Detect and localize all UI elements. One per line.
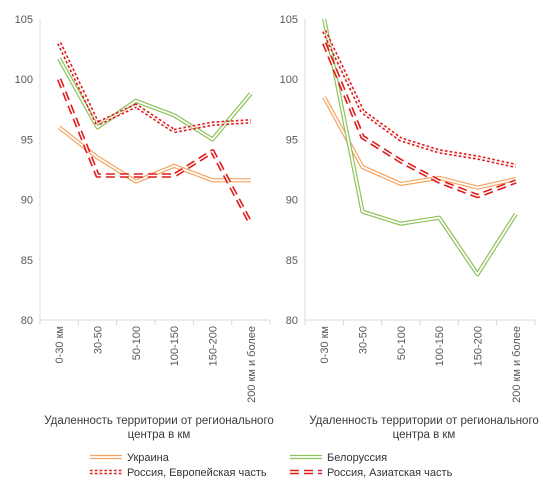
series-1 xyxy=(57,57,253,142)
legend-label: Россия, Европейская часть xyxy=(127,467,267,479)
series-0 xyxy=(322,96,517,190)
x-tick-label: 200 км и более xyxy=(511,326,523,403)
legend: Украина Белоруссия Россия, Европейская час… xyxy=(90,452,453,479)
series-1-line-core xyxy=(323,18,517,276)
x-tick-label: 0-30 км xyxy=(319,326,331,363)
series-3 xyxy=(322,42,517,199)
x-tick-label: 100-150 xyxy=(169,326,181,366)
legend-label: Украина xyxy=(127,452,170,464)
series-3-line-core xyxy=(323,42,517,197)
left-chart-panel: 80 85 90 95 100 105 0-30 км 30-50 50-100 100-150 1… xyxy=(15,14,274,441)
y-tick-label: 100 xyxy=(15,74,33,86)
y-tick-label: 95 xyxy=(21,134,33,146)
y-tick-label: 85 xyxy=(286,255,298,267)
x-tick-label: 30-50 xyxy=(93,326,105,354)
x-tick-label: 50-100 xyxy=(131,326,143,360)
y-tick-label: 105 xyxy=(280,14,298,26)
x-tick-label: 150-200 xyxy=(473,326,485,366)
x-axis-title: центра в км xyxy=(393,429,456,441)
y-tick-label: 80 xyxy=(286,315,298,327)
y-tick-label: 90 xyxy=(21,195,33,207)
series-2 xyxy=(322,30,517,169)
x-tick-label: 100-150 xyxy=(434,326,446,366)
x-axis-title: Удаленность территории от регионального xyxy=(44,415,274,427)
legend-item: Россия, Европейская часть xyxy=(90,467,267,479)
y-tick-label: 95 xyxy=(286,134,298,146)
x-tick-label: 150-200 xyxy=(208,326,220,366)
series-2 xyxy=(57,42,251,134)
legend-item: Украина xyxy=(90,452,170,464)
series-0-line-core xyxy=(323,96,516,189)
y-tick-label: 90 xyxy=(286,195,298,207)
y-tick-label: 85 xyxy=(21,255,33,267)
series-1 xyxy=(322,18,518,277)
legend-item: Россия, Азиатская часть xyxy=(290,467,453,479)
y-tick-label: 100 xyxy=(280,74,298,86)
x-tick-label: 200 км и более xyxy=(246,326,258,403)
right-chart-panel: 80 85 90 95 100 105 0-30 км 30-50 50-100 100-150 1… xyxy=(280,14,539,441)
x-axis-title: центра в км xyxy=(128,429,191,441)
legend-label: Россия, Азиатская часть xyxy=(327,467,453,479)
legend-item: Белоруссия xyxy=(290,452,387,464)
x-tick-label: 50-100 xyxy=(396,326,408,360)
series-3 xyxy=(57,78,253,225)
series-1-line-core xyxy=(58,58,252,141)
series-2-line-core xyxy=(58,42,251,132)
y-tick-label: 105 xyxy=(15,14,33,26)
x-axis-title: Удаленность территории от регионального xyxy=(309,415,539,427)
legend-label: Белоруссия xyxy=(327,452,387,464)
series-3-line-core xyxy=(58,78,252,225)
y-tick-label: 80 xyxy=(21,315,33,327)
x-tick-label: 0-30 км xyxy=(54,326,66,363)
x-tick-label: 30-50 xyxy=(358,326,370,354)
series-2-line-core xyxy=(323,30,516,167)
